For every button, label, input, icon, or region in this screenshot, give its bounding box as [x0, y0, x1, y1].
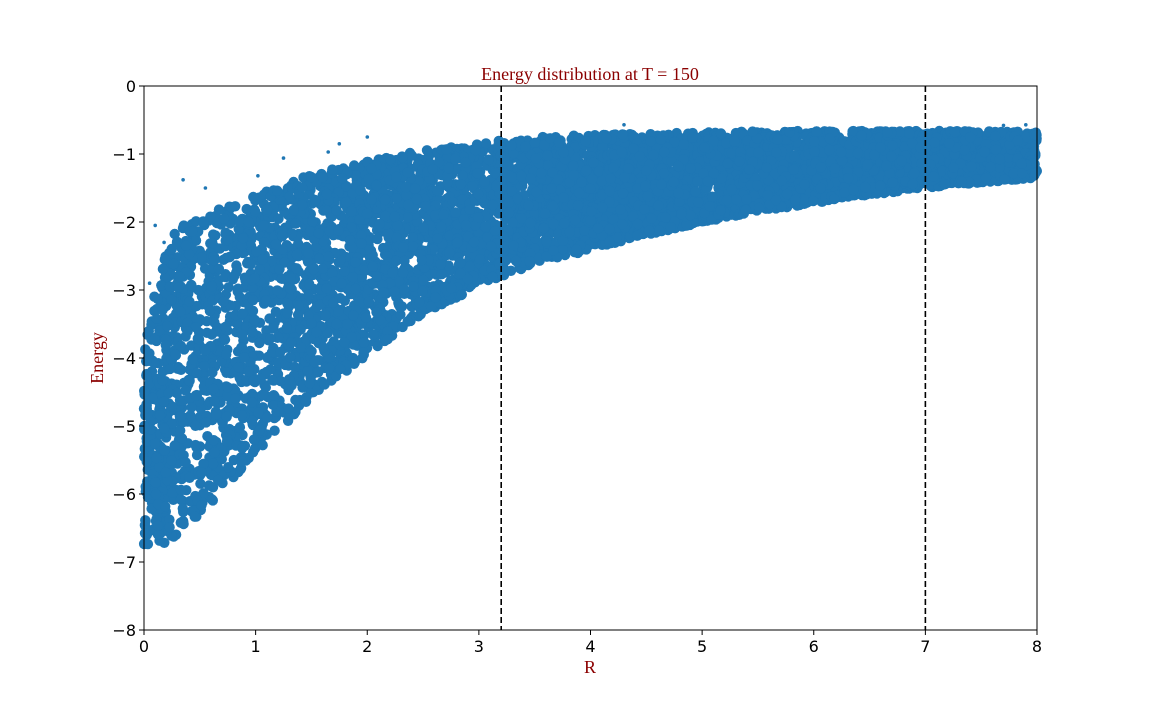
scatter-point	[190, 390, 202, 401]
scatter-point	[175, 340, 187, 352]
scatter-point	[281, 322, 292, 334]
scatter-point	[168, 258, 179, 270]
scatter-point	[198, 488, 209, 499]
scatter-point	[303, 289, 314, 301]
scatter-point	[406, 150, 417, 161]
scatter-point	[290, 394, 301, 406]
scatter-point	[160, 340, 171, 351]
scatter-point	[175, 494, 187, 505]
scatter-point	[196, 252, 207, 263]
scatter-point	[310, 195, 321, 206]
scatter-point	[190, 235, 202, 246]
scatter-point	[269, 425, 280, 436]
scatter-points	[138, 123, 1043, 550]
scatter-point	[219, 334, 231, 345]
scatter-point	[313, 367, 324, 378]
scatter-point	[200, 417, 212, 428]
scatter-point	[308, 264, 319, 275]
scatter-point	[195, 478, 206, 489]
scatter-point	[272, 285, 283, 296]
scatter-point	[232, 283, 244, 294]
scatter-point	[474, 254, 486, 265]
scatter-point	[151, 313, 162, 324]
scatter-point	[397, 152, 408, 163]
scatter-point	[341, 197, 352, 208]
scatter-point	[191, 449, 203, 461]
scatter-point	[283, 374, 295, 385]
scatter-point	[180, 457, 191, 468]
